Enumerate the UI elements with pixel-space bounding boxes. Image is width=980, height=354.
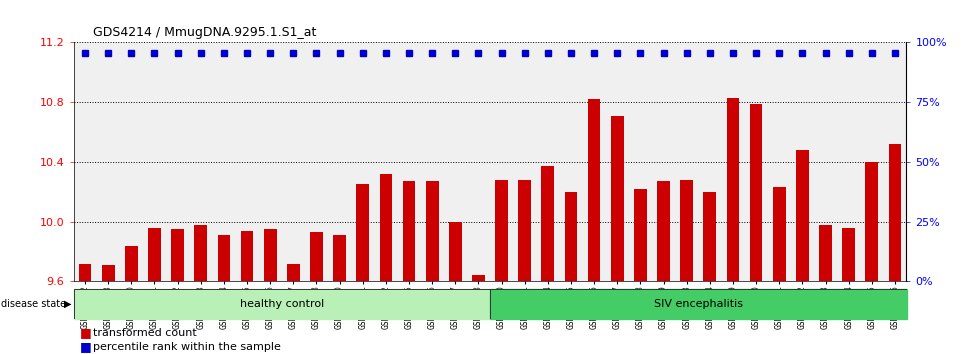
Bar [287, 263, 300, 281]
Text: ■: ■ [80, 326, 92, 339]
Bar [495, 180, 508, 281]
Bar [865, 162, 878, 281]
Text: ▶: ▶ [64, 298, 72, 309]
Bar [125, 246, 138, 281]
Bar [403, 181, 416, 281]
Text: disease state: disease state [1, 298, 66, 309]
Bar [490, 289, 906, 319]
Text: percentile rank within the sample: percentile rank within the sample [93, 342, 281, 352]
Bar [542, 166, 555, 281]
Bar [74, 289, 490, 319]
Text: GDS4214 / MmugDNA.9295.1.S1_at: GDS4214 / MmugDNA.9295.1.S1_at [93, 26, 317, 39]
Text: healthy control: healthy control [240, 298, 323, 309]
Bar [588, 99, 601, 281]
Text: SIV encephalitis: SIV encephalitis [654, 298, 743, 309]
Bar [518, 180, 531, 281]
Bar [172, 229, 184, 281]
Bar [102, 265, 115, 281]
Bar [357, 184, 369, 281]
Bar [726, 98, 739, 281]
Bar [889, 144, 902, 281]
Bar [819, 225, 832, 281]
Bar [78, 263, 91, 281]
Text: ■: ■ [80, 341, 92, 353]
Bar [333, 235, 346, 281]
Bar [564, 192, 577, 281]
Bar [842, 228, 855, 281]
Bar [425, 181, 438, 281]
Bar [379, 174, 392, 281]
Bar [194, 225, 207, 281]
Bar [704, 192, 716, 281]
Bar [218, 235, 230, 281]
Text: transformed count: transformed count [93, 328, 197, 338]
Bar [750, 104, 762, 281]
Bar [264, 229, 276, 281]
Bar [773, 187, 786, 281]
Bar [148, 228, 161, 281]
Bar [310, 232, 322, 281]
Bar [241, 231, 254, 281]
Bar [796, 150, 808, 281]
Bar [680, 180, 693, 281]
Bar [449, 222, 462, 281]
Bar [472, 275, 485, 281]
Bar [634, 189, 647, 281]
Bar [658, 181, 670, 281]
Bar [611, 116, 623, 281]
